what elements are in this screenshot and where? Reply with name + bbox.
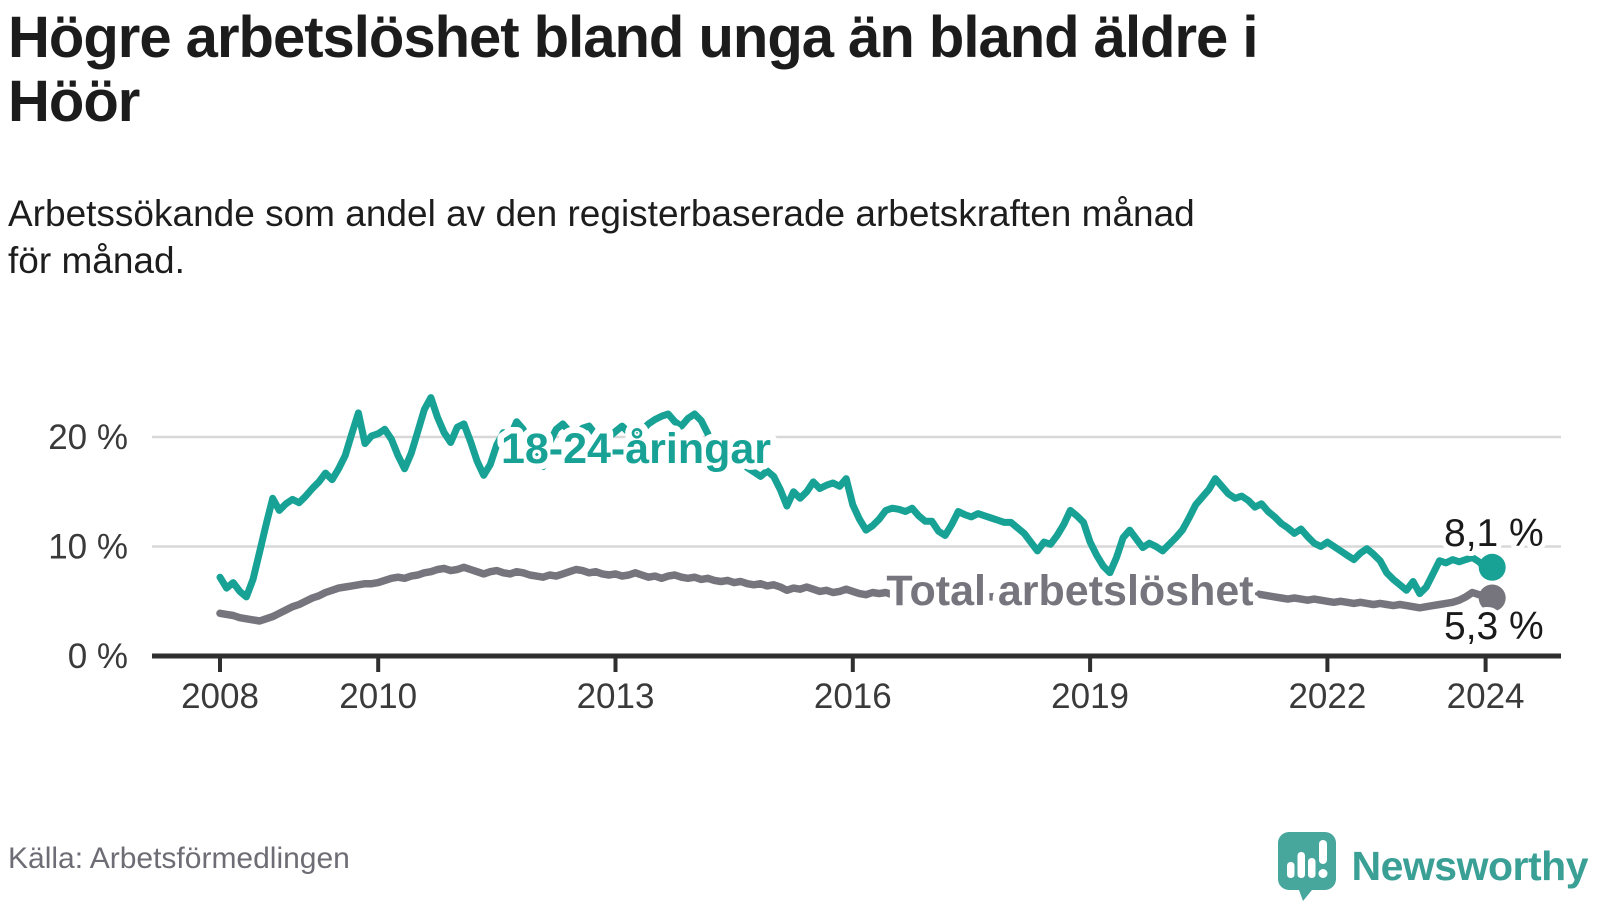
y-axis-label-10: 10 % — [48, 528, 128, 567]
end-value-label-total: 5,3 % — [1444, 605, 1544, 648]
subtitle-line-2: för månad. — [8, 240, 185, 281]
exclamation-bar — [1318, 840, 1327, 864]
chart-bar-2 — [1297, 852, 1305, 878]
newsworthy-logo-icon — [1277, 832, 1336, 901]
title-line-2: Höör — [8, 69, 140, 134]
brand-name: Newsworthy — [1351, 842, 1589, 889]
line-chart: 0 % 10 % 20 % 2008 2010 2013 2016 2019 2022 2024 1… — [0, 330, 1600, 730]
series-line-youth — [216, 394, 1496, 601]
x-axis-label-2016: 2016 — [814, 677, 892, 716]
y-axis-label-20: 20 % — [48, 418, 128, 457]
series-endpoint-total — [1478, 584, 1506, 612]
title-line-1: Högre arbetslöshet bland unga än bland ä… — [8, 5, 1259, 70]
end-value-label-youth: 8,1 % — [1444, 512, 1544, 555]
chart-subtitle: Arbetssökande som andel av den registerb… — [8, 190, 1568, 284]
chart-canvas: 0 % 10 % 20 % 2008 2010 2013 2016 2019 2022 2024 1… — [48, 394, 1561, 716]
x-axis-label-2019: 2019 — [1051, 677, 1129, 716]
subtitle-line-1: Arbetssökande som andel av den registerb… — [8, 193, 1195, 234]
x-axis-label-2008: 2008 — [181, 677, 259, 716]
series-endpoint-youth — [1478, 553, 1506, 581]
page-title: Högre arbetslöshet bland unga än bland ä… — [8, 6, 1588, 134]
y-axis-label-0: 0 % — [68, 637, 128, 676]
series-label-total: Total arbetslöshet — [886, 567, 1253, 615]
x-axis-label-2022: 2022 — [1288, 677, 1366, 716]
x-axis-label-2013: 2013 — [577, 677, 655, 716]
chart-bar-3 — [1307, 858, 1315, 878]
series-line-total — [216, 563, 1496, 625]
chart-bar-1 — [1286, 862, 1294, 878]
speech-bubble-shape — [1277, 832, 1336, 901]
brand-footer: Newsworthy — [1276, 830, 1589, 902]
exclamation-dot — [1318, 869, 1327, 878]
series-label-youth: 18-24-åringar — [501, 425, 771, 473]
source-note: Källa: Arbetsförmedlingen — [8, 842, 350, 875]
x-axis-label-2010: 2010 — [339, 677, 417, 716]
x-axis-label-2024: 2024 — [1447, 677, 1525, 716]
